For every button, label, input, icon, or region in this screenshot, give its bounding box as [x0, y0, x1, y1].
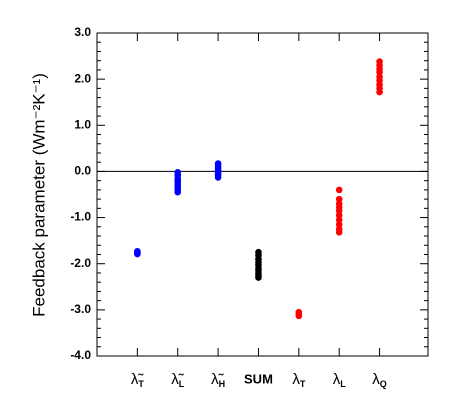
- dot: [335, 186, 343, 194]
- dot: [335, 229, 343, 236]
- dot: [295, 312, 303, 320]
- y-tick-label: 0.0: [74, 164, 91, 178]
- y-tick-label: -2.0: [70, 256, 91, 270]
- y-tick-label: 1.0: [74, 117, 91, 131]
- x-tick-label: λT: [292, 371, 306, 389]
- dot: [174, 188, 182, 196]
- y-tick-label: 3.0: [74, 25, 91, 39]
- y-tick-label: -4.0: [70, 348, 91, 362]
- y-tick-label: -1.0: [70, 210, 91, 224]
- dot: [214, 174, 222, 181]
- y-tick-label: 2.0: [74, 71, 91, 85]
- y-axis-label: Feedback parameter (Wm⁻²K⁻¹): [29, 73, 48, 317]
- dot: [376, 88, 383, 96]
- dot: [335, 211, 343, 219]
- dot: [335, 207, 343, 214]
- x-tick-label: λL: [333, 371, 347, 389]
- dot: [134, 250, 141, 258]
- dot: [335, 216, 343, 224]
- x-tick-label: SUM: [244, 371, 273, 386]
- x-tick-label: λQ: [372, 371, 387, 389]
- x-tick-label: λ̃H: [211, 371, 225, 389]
- y-tick-label: -3.0: [70, 302, 91, 316]
- dot: [376, 68, 383, 76]
- x-tick-label: λ̃L: [171, 371, 185, 389]
- dot: [335, 195, 343, 203]
- plot-frame: [96, 32, 429, 357]
- dot: [335, 221, 343, 228]
- dot: [255, 274, 262, 281]
- x-tick-label: λ̃T: [131, 371, 145, 389]
